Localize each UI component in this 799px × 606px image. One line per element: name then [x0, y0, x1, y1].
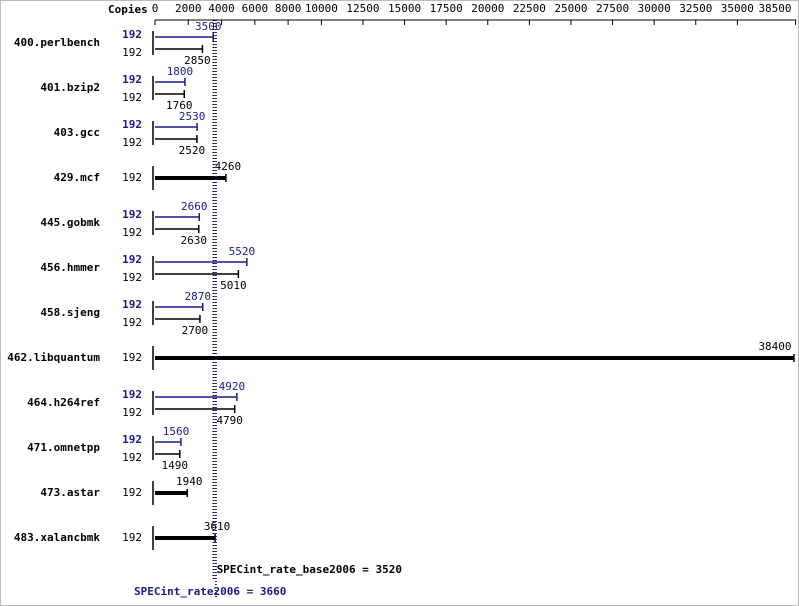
base-copies: 192: [122, 486, 142, 499]
reference-label: SPECint_rate_base2006 = 3520: [217, 563, 402, 576]
base-value-label: 1760: [166, 99, 193, 112]
base-value-label: 5010: [220, 279, 247, 292]
peak-copies: 192: [122, 298, 142, 311]
base-copies: 192: [122, 271, 142, 284]
x-tick-label: 25000: [554, 2, 587, 15]
peak-value-label: 4920: [219, 380, 246, 393]
x-tick-label: 22500: [513, 2, 546, 15]
base-value-label: 2700: [182, 324, 209, 337]
x-tick-label: 2000: [175, 2, 202, 15]
benchmark-name: 483.xalancbmk: [14, 531, 100, 544]
benchmark-name: 403.gcc: [54, 126, 100, 139]
base-copies: 192: [122, 171, 142, 184]
peak-copies: 192: [122, 388, 142, 401]
x-tick-label: 20000: [471, 2, 504, 15]
peak-copies: 192: [122, 73, 142, 86]
copies-header: Copies: [108, 3, 148, 16]
x-tick-label: 12500: [346, 2, 379, 15]
benchmark-name: 400.perlbench: [14, 36, 100, 49]
base-copies: 192: [122, 351, 142, 364]
benchmark-name: 462.libquantum: [7, 351, 100, 364]
base-copies: 192: [122, 226, 142, 239]
x-tick-label: 30000: [638, 2, 671, 15]
base-value-label: 1490: [162, 459, 189, 472]
base-copies: 192: [122, 406, 142, 419]
x-tick-label: 32500: [679, 2, 712, 15]
base-copies: 192: [122, 451, 142, 464]
peak-copies: 192: [122, 433, 142, 446]
x-tick-label: 4000: [208, 2, 235, 15]
benchmark-name: 456.hmmer: [40, 261, 100, 274]
x-tick-label: 0: [152, 2, 159, 15]
x-tick-label: 15000: [388, 2, 421, 15]
peak-copies: 192: [122, 253, 142, 266]
x-tick-label: 10000: [305, 2, 338, 15]
base-copies: 192: [122, 91, 142, 104]
x-tick-label: 27500: [596, 2, 629, 15]
peak-value-label: 2660: [181, 200, 208, 213]
peak-copies: 192: [122, 208, 142, 221]
benchmark-name: 458.sjeng: [40, 306, 100, 319]
reference-label: SPECint_rate2006 = 3660: [134, 585, 286, 598]
peak-value-label: 2870: [185, 290, 212, 303]
base-copies: 192: [122, 531, 142, 544]
base-value-label: 2850: [184, 54, 211, 67]
benchmark-name: 445.gobmk: [40, 216, 100, 229]
base-value-label: 3610: [204, 520, 231, 533]
benchmark-name: 464.h264ref: [27, 396, 100, 409]
x-tick-label: 35000: [721, 2, 754, 15]
x-tick-label: 17500: [430, 2, 463, 15]
base-copies: 192: [122, 136, 142, 149]
peak-value-label: 1560: [163, 425, 190, 438]
base-value-label: 4260: [215, 160, 242, 173]
peak-value-label: 3500: [195, 20, 222, 33]
peak-copies: 192: [122, 28, 142, 41]
peak-value-label: 2530: [179, 110, 206, 123]
x-tick-label: 38500: [758, 2, 791, 15]
x-tick-label: 6000: [242, 2, 269, 15]
base-value-label: 2630: [181, 234, 208, 247]
base-value-label: 38400: [758, 340, 791, 353]
benchmark-name: 471.omnetpp: [27, 441, 100, 454]
base-copies: 192: [122, 46, 142, 59]
base-value-label: 2520: [179, 144, 206, 157]
peak-value-label: 5520: [229, 245, 256, 258]
peak-copies: 192: [122, 118, 142, 131]
base-copies: 192: [122, 316, 142, 329]
base-value-label: 4790: [216, 414, 243, 427]
benchmark-name: 473.astar: [40, 486, 100, 499]
x-tick-label: 8000: [275, 2, 302, 15]
peak-value-label: 1800: [167, 65, 194, 78]
benchmark-name: 429.mcf: [54, 171, 100, 184]
base-value-label: 1940: [176, 475, 203, 488]
benchmark-name: 401.bzip2: [40, 81, 100, 94]
